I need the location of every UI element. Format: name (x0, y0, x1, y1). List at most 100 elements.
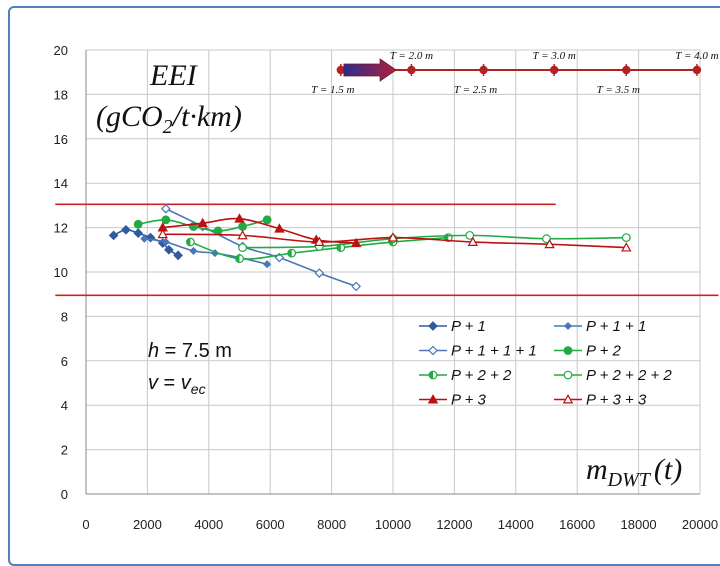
legend-label: P + 1 + 1 + 1 (451, 343, 537, 360)
data-point (161, 237, 170, 247)
series-line (190, 236, 449, 260)
draft-label: T = 4.0 m (675, 50, 718, 62)
data-point (467, 236, 479, 246)
draft-label: T = 1.5 m (311, 84, 354, 96)
unit-open: (gCO (96, 100, 163, 133)
legend-label: P + 1 + 1 (586, 318, 646, 335)
xlabel-sub: DWT (607, 469, 652, 491)
legend-label: P + 3 + 3 (586, 392, 647, 409)
data-point (238, 243, 247, 252)
axes (85, 50, 700, 495)
data-point (197, 217, 208, 228)
x-tick-label: 0 (82, 517, 89, 532)
draft-label: T = 3.5 m (597, 84, 640, 96)
x-tick-label: 16000 (559, 517, 595, 532)
legend-label: P + 3 (451, 392, 487, 409)
unit-sub: 2 (163, 116, 173, 138)
reference-lines (55, 203, 719, 297)
legend-marker (428, 370, 438, 380)
data-point (465, 230, 475, 240)
series-4 (133, 215, 272, 236)
marker-half (287, 249, 292, 257)
legend-marker (563, 370, 573, 380)
x-tick-label: 18000 (621, 517, 657, 532)
data-point (314, 236, 325, 246)
legend-label: P + 2 + 2 + 2 (586, 367, 672, 384)
x-tick-label: 14000 (498, 517, 534, 532)
data-point (164, 244, 174, 255)
legend: P + 1 P + 1 + 1 P + 1 + 1 + 1 P + 2 P + 2 + … (419, 318, 672, 409)
data-point (263, 260, 272, 269)
series-2 (140, 234, 272, 269)
data-point (133, 219, 143, 229)
legend-entry: P + 1 (419, 318, 486, 335)
legend-entry: P + 2 + 2 + 2 (554, 367, 672, 384)
data-point (621, 233, 631, 242)
y-tick-label: 14 (54, 176, 68, 191)
series-1 (108, 224, 183, 261)
data-point (237, 229, 248, 240)
y-tick-label: 4 (61, 398, 68, 413)
legend-label: P + 2 (586, 343, 622, 360)
data-point (157, 228, 168, 239)
draft-label: T = 2.0 m (390, 50, 433, 62)
x-tick-label: 4000 (194, 517, 223, 532)
x-tick-label: 8000 (317, 517, 346, 532)
marker-half (337, 243, 341, 252)
xlabel-m: m (586, 453, 608, 486)
draft-label: T = 2.5 m (454, 84, 497, 96)
data-point (108, 230, 119, 241)
x-tick-label: 12000 (436, 517, 472, 532)
y-tick-label: 2 (61, 443, 68, 458)
series-5 (185, 233, 453, 264)
data-point (351, 281, 362, 292)
data-point (121, 224, 131, 235)
x-tick-label: 6000 (256, 517, 285, 532)
y-tick-label: 12 (54, 221, 68, 236)
data-point (542, 234, 551, 244)
y-axis-title-unit: (gCO2/t·km) (96, 100, 242, 138)
legend-marker (563, 346, 573, 355)
annotation-draft-depth: h = 7.5 m (148, 340, 232, 362)
marker-half (235, 254, 240, 263)
data-point (314, 268, 325, 278)
y-tick-label: 6 (61, 354, 68, 369)
legend-entry: P + 1 + 1 + 1 (419, 343, 537, 360)
x-axis-title: mDWT (t) (586, 453, 682, 491)
legend-marker (562, 394, 574, 404)
data-point (133, 228, 144, 238)
y-axis-title-eei: EEI (149, 59, 199, 92)
legend-entry: P + 2 + 2 (419, 367, 512, 384)
series-7 (157, 213, 362, 248)
data-point (173, 250, 183, 261)
tick-labels: 0 2000 4000 6000 8000 10000 12000 14000 16000 180… (54, 43, 719, 532)
legend-label: P + 1 (451, 318, 486, 335)
y-tick-label: 16 (54, 132, 68, 147)
data-point (234, 213, 245, 223)
data-point (189, 246, 198, 255)
legend-label: P + 2 + 2 (451, 367, 512, 384)
x-tick-label: 10000 (375, 517, 411, 532)
legend-entry: P + 3 (419, 392, 487, 409)
data-point (262, 215, 272, 225)
y-tick-label: 18 (54, 87, 68, 102)
data-point (161, 215, 171, 225)
data-point (544, 238, 555, 249)
marker-half (186, 238, 191, 246)
chart-canvas: 0 2000 4000 6000 8000 10000 12000 14000 16000 180… (54, 43, 719, 532)
data-point (140, 234, 149, 243)
data-point (387, 232, 399, 242)
data-point (238, 222, 247, 231)
data-point (185, 237, 195, 247)
y-tick-label: 0 (61, 487, 68, 502)
data-point (350, 237, 362, 248)
x-tick-label: 20000 (682, 517, 718, 532)
series-group (108, 203, 632, 292)
legend-marker (563, 321, 573, 331)
data-point (213, 226, 223, 236)
draft-scale: T = 1.5 m T = 2.0 m T = 2.5 m T = 3.0 m T = … (311, 50, 718, 96)
xlabel-rest: (t) (654, 453, 682, 486)
annotation-speed: v = vec (148, 372, 206, 397)
draft-label: T = 3.0 m (533, 50, 576, 62)
data-point (160, 203, 171, 214)
